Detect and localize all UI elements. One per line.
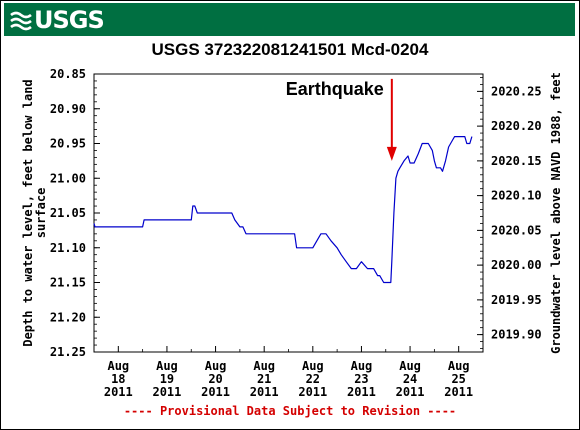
x-tick-label: 23 — [354, 372, 368, 386]
x-tick-label: Aug — [448, 359, 470, 373]
x-tick-label: 2011 — [152, 385, 181, 399]
earthquake-annotation-label: Earthquake — [286, 79, 384, 99]
x-tick-label: 2011 — [298, 385, 327, 399]
right-tick-label: 2020.00 — [491, 258, 542, 272]
hydrograph-plot: 20.85 20.90 20.95 21.00 21.05 21.10 21.15 21.20… — [21, 67, 563, 399]
right-tick-label: 2020.20 — [491, 119, 542, 133]
usgs-header-banner: USGS — [4, 3, 575, 36]
x-tick-label: 2011 — [347, 385, 376, 399]
left-tick-label: 21.00 — [50, 171, 86, 185]
x-tick-label: 2011 — [104, 385, 133, 399]
x-tick-label: 20 — [208, 372, 222, 386]
left-axis-label-line1: Depth to water level, feet below land — [21, 79, 35, 346]
right-tick-label: 2019.90 — [491, 328, 542, 342]
x-tick-label: 2011 — [250, 385, 279, 399]
left-tick-label: 21.20 — [50, 310, 86, 324]
right-tick-label: 2020.10 — [491, 189, 542, 203]
series-layer — [93, 136, 473, 284]
x-tick-label: Aug — [302, 359, 324, 373]
x-tick-label: 21 — [257, 372, 271, 386]
axes-layer: 20.85 20.90 20.95 21.00 21.05 21.10 21.15 21.20… — [21, 67, 563, 399]
x-tick-label: Aug — [156, 359, 178, 373]
usgs-logo[interactable]: USGS — [10, 5, 105, 35]
right-tick-label: 2019.95 — [491, 293, 542, 307]
x-tick-label: 18 — [111, 372, 125, 386]
left-tick-label: 20.90 — [50, 102, 86, 116]
left-axis-label: Depth to water level, feet below land sur… — [21, 79, 48, 346]
earthquake-arrow-head — [386, 146, 397, 161]
x-tick-label: Aug — [253, 359, 275, 373]
x-tick-label: 2011 — [444, 385, 473, 399]
right-axis-label: Groundwater level above NAVD 1988, feet — [549, 72, 563, 354]
right-tick-label: 2020.25 — [491, 84, 542, 98]
right-tick-label: 2020.15 — [491, 154, 542, 168]
x-tick-label: Aug — [399, 359, 421, 373]
chart-title: USGS 372322081241501 Mcd-0204 — [151, 40, 429, 59]
left-tick-label: 20.85 — [50, 67, 86, 81]
provisional-data-note: ---- Provisional Data Subject to Revisio… — [123, 404, 457, 418]
x-tick-label: Aug — [351, 359, 373, 373]
usgs-wave-icon — [10, 11, 32, 31]
x-tick-label: 19 — [160, 372, 174, 386]
x-tick-label: 25 — [451, 372, 465, 386]
x-tick-label: 2011 — [201, 385, 230, 399]
left-tick-label: 20.95 — [50, 137, 86, 151]
x-tick-label: Aug — [107, 359, 129, 373]
x-tick-label: 22 — [306, 372, 320, 386]
left-axis-label-line2: surface — [34, 188, 48, 239]
x-tick-label: Aug — [205, 359, 227, 373]
annotation-layer: Earthquake — [286, 78, 397, 161]
right-tick-label: 2020.05 — [491, 223, 542, 237]
left-tick-label: 21.25 — [50, 345, 86, 359]
left-tick-label: 21.15 — [50, 276, 86, 290]
water-level-series — [93, 136, 473, 284]
x-tick-label: 24 — [403, 372, 417, 386]
usgs-logo-text: USGS — [34, 6, 105, 34]
left-tick-label: 21.10 — [50, 241, 86, 255]
left-tick-label: 21.05 — [50, 206, 86, 220]
right-axis-label-text: Groundwater level above NAVD 1988, feet — [549, 72, 563, 354]
plot-border — [93, 73, 484, 353]
x-tick-label: 2011 — [396, 385, 425, 399]
